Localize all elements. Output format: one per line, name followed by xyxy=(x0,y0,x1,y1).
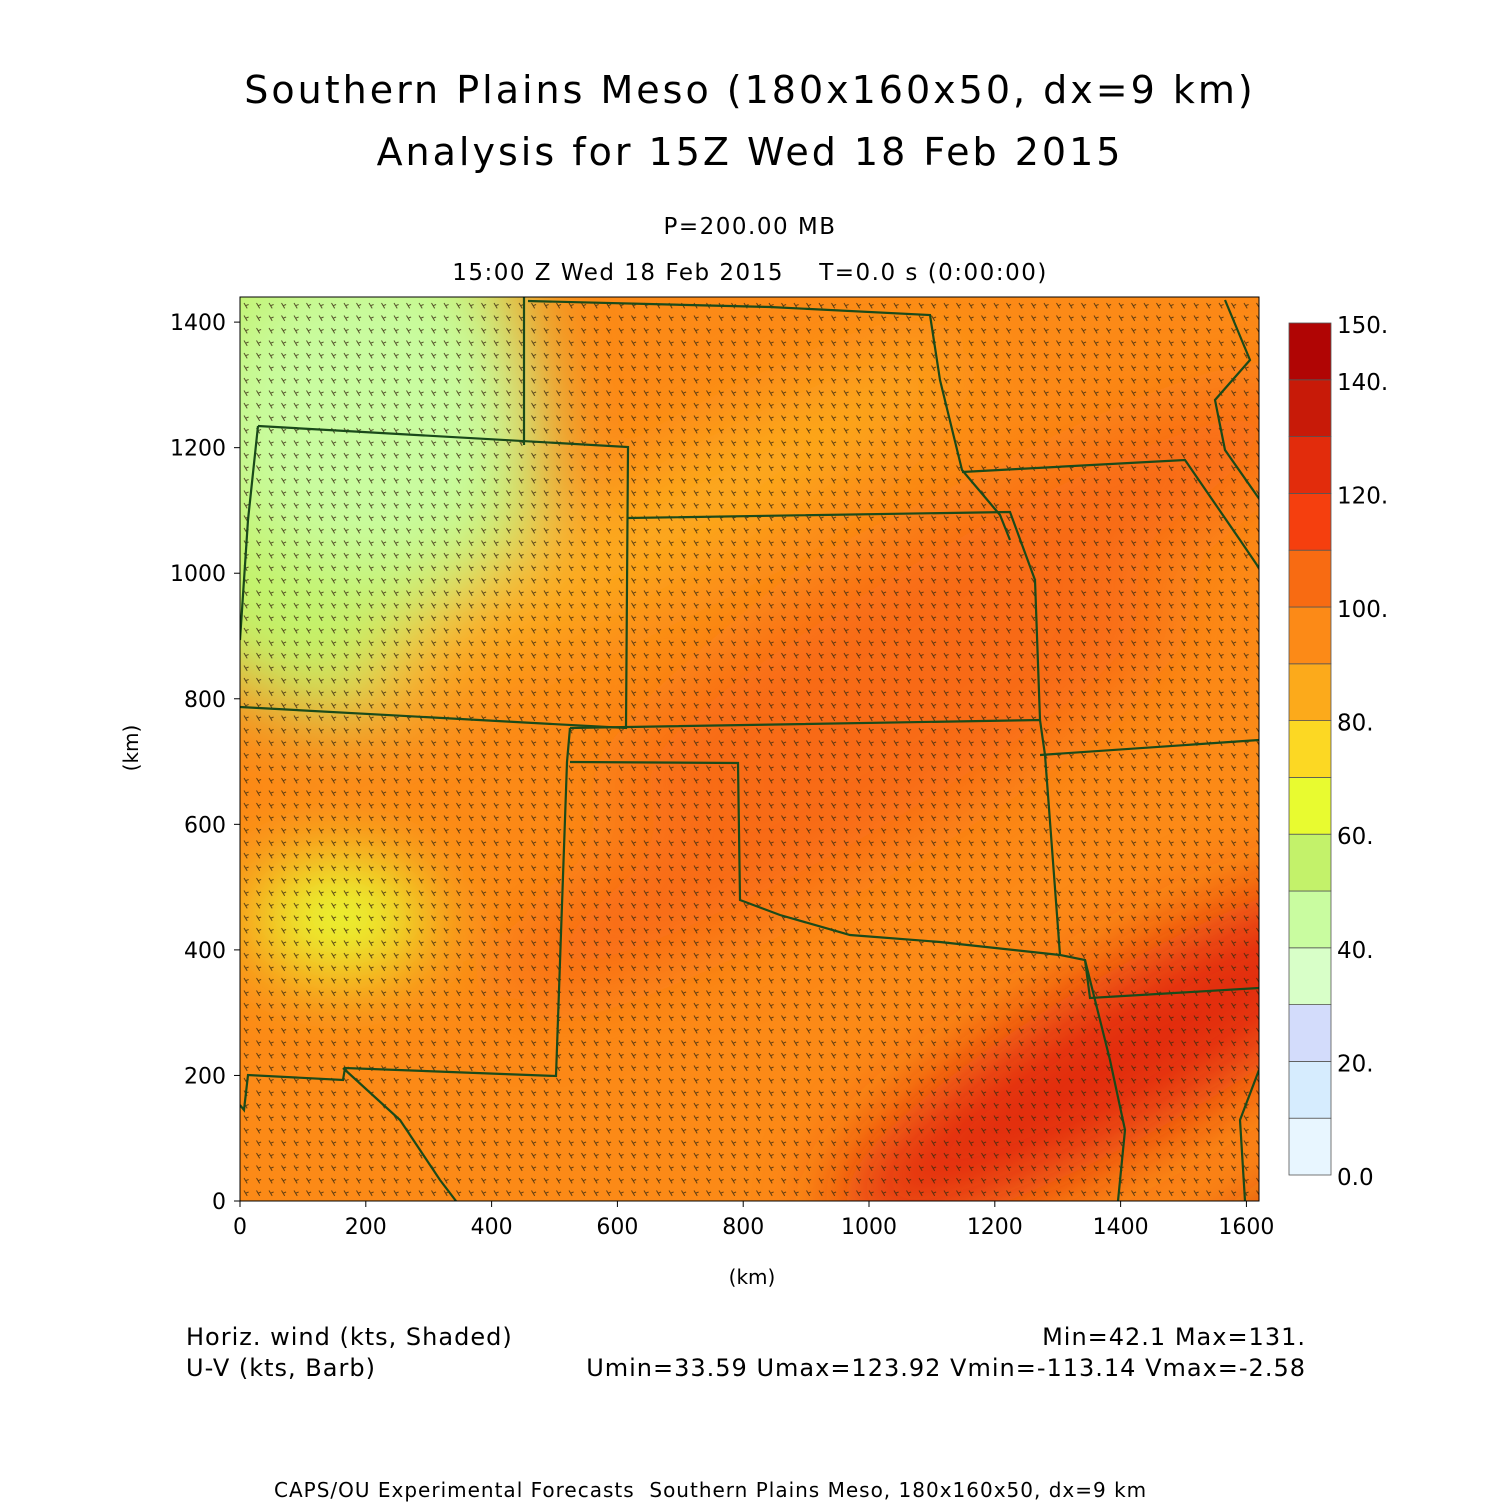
colorbar-bin xyxy=(1288,1117,1332,1176)
x-tick-label: 800 xyxy=(722,1215,764,1240)
speed-band-2 xyxy=(250,857,430,977)
iowa-east xyxy=(1213,299,1259,501)
colorbar-label: 40. xyxy=(1337,938,1374,964)
time-label: 15:00 Z Wed 18 Feb 2015 T=0.0 s (0:00:00… xyxy=(452,260,1048,286)
colorbar-bin xyxy=(1288,1061,1332,1119)
louisiana-border xyxy=(1238,1069,1259,1201)
texas-border xyxy=(342,1067,457,1201)
map-frame xyxy=(239,296,1260,1202)
x-tick-label: 600 xyxy=(596,1215,638,1240)
colorbar-bin xyxy=(1288,890,1332,949)
colorbar-label: 150. xyxy=(1337,313,1388,339)
y-tick-label: 1400 xyxy=(170,311,226,336)
x-axis: 0 200 400 600 800 1000 1200 1400 1600 (km) xyxy=(233,1201,1274,1289)
y-tick-label: 200 xyxy=(184,1064,226,1089)
uv-min-max-label: Umin=33.59 Umax=123.92 Vmin=-113.14 Vmax… xyxy=(586,1354,1306,1382)
colorado-border xyxy=(240,424,630,730)
x-tick-label: 1400 xyxy=(1093,1215,1149,1240)
title-line-2: Analysis for 15Z Wed 18 Feb 2015 xyxy=(376,130,1124,174)
y-tick-label: 1000 xyxy=(170,562,226,587)
colorbar-label: 140. xyxy=(1337,370,1388,396)
new-mexico-border xyxy=(240,727,572,1113)
y-tick-label: 0 xyxy=(212,1190,226,1215)
x-tick-label: 1000 xyxy=(841,1215,897,1240)
colorbar-bin xyxy=(1288,379,1332,437)
colorbar-bin xyxy=(1288,663,1332,721)
barb-field xyxy=(243,302,1259,1197)
speed-band-4 xyxy=(500,592,1180,1002)
speed-band-5 xyxy=(602,381,1259,813)
title-line-1: Southern Plains Meso (180x160x50, dx=9 k… xyxy=(244,68,1256,112)
colorbar-bin xyxy=(1288,322,1332,381)
speed-band-6 xyxy=(834,858,1259,1201)
x-tick-label: 400 xyxy=(471,1215,513,1240)
state-boundaries xyxy=(240,297,1259,1201)
oklahoma-panhandle xyxy=(569,760,1061,957)
y-tick-label: 400 xyxy=(184,939,226,964)
colorbar-bin xyxy=(1288,947,1332,1005)
nebraska-border xyxy=(527,299,1012,541)
y-axis: 0 200 400 600 800 1000 1200 1400 (km) xyxy=(119,311,240,1215)
y-tick-label: 1200 xyxy=(170,437,226,462)
colorbar-bin xyxy=(1288,1004,1332,1062)
y-tick-label: 600 xyxy=(184,813,226,838)
colorbar-label: 120. xyxy=(1337,483,1388,509)
x-tick-label: 200 xyxy=(345,1215,387,1240)
colorbar: 0.0 20. 40. 60. 80. 100. 120. 140. 150. xyxy=(1288,313,1388,1191)
colorbar-label: 20. xyxy=(1337,1051,1374,1077)
y-tick-label: 800 xyxy=(184,688,226,713)
level-label: P=200.00 MB xyxy=(663,214,837,240)
iowa-border xyxy=(961,458,1259,569)
wind-barbs xyxy=(243,302,1259,1197)
colorbar-label: 0.0 xyxy=(1337,1165,1374,1191)
min-max-label: Min=42.1 Max=131. xyxy=(1042,1323,1306,1351)
utah-border xyxy=(240,425,260,641)
colorbar-label: 60. xyxy=(1337,824,1374,850)
y-axis-label: (km) xyxy=(119,725,143,772)
credit-line: CAPS/OU Experimental Forecasts Southern … xyxy=(274,1478,1148,1502)
colorbar-label: 80. xyxy=(1337,711,1374,737)
missouri-border xyxy=(1039,738,1259,757)
field-barb-label: U-V (kts, Barb) xyxy=(186,1354,376,1382)
colorbar-bin xyxy=(1288,777,1332,835)
colorbar-bin xyxy=(1288,436,1332,494)
x-tick-label: 1600 xyxy=(1218,1215,1274,1240)
colorbar-label: 100. xyxy=(1337,597,1388,623)
colorbar-bin xyxy=(1288,606,1332,665)
colorbar-bin xyxy=(1288,833,1332,892)
colorbar-bin xyxy=(1288,720,1332,778)
x-tick-label: 1200 xyxy=(967,1215,1023,1240)
x-axis-label: (km) xyxy=(729,1265,776,1289)
colorbar-bin xyxy=(1288,549,1332,608)
arkansas-border xyxy=(1083,959,1127,1201)
x-tick-label: 0 xyxy=(233,1215,247,1240)
kansas-border xyxy=(627,510,1042,721)
colorbar-bin xyxy=(1288,492,1332,551)
field-shaded-label: Horiz. wind (kts, Shaded) xyxy=(186,1323,513,1351)
